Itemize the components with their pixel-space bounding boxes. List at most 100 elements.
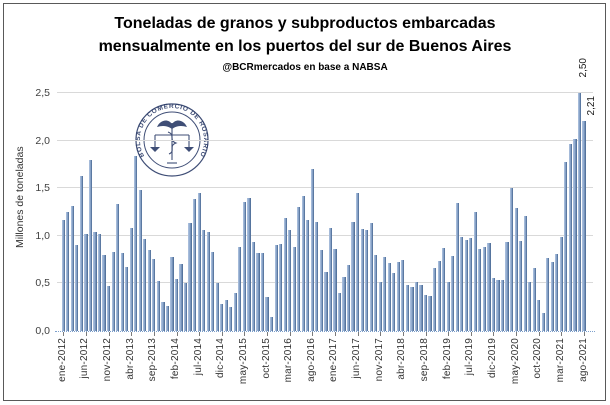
bar-abr-2012 <box>75 245 79 331</box>
bar-oct-2012 <box>102 254 106 331</box>
bar-ago-2020 <box>528 282 532 331</box>
x-tick-label: mar-2021 <box>554 338 566 383</box>
x-tick-label: dic-2014 <box>215 338 227 378</box>
bar-feb-2012 <box>66 212 70 331</box>
bar-jul-2014 <box>197 192 201 331</box>
x-tick-mark <box>538 332 540 336</box>
bar-dic-2016 <box>328 228 333 331</box>
bar-ene-2016 <box>279 244 283 331</box>
bar-jul-2012 <box>88 159 93 331</box>
y-tick-label: 0,0 <box>35 325 50 337</box>
x-tick-mark <box>221 332 223 336</box>
gridline <box>57 139 593 141</box>
x-tick-mark <box>199 332 201 336</box>
bar-abr-2017 <box>346 265 351 331</box>
bar-mar-2017 <box>342 276 346 331</box>
x-tick-mark <box>312 332 314 336</box>
bar-ene-2019 <box>442 248 446 331</box>
bar-jun-2018 <box>410 287 414 331</box>
x-tick-label: nov-2017 <box>373 338 385 382</box>
x-tick-label: may-2020 <box>509 338 521 385</box>
bar-ago-2017 <box>365 230 369 331</box>
x-tick-mark <box>470 332 472 336</box>
bar-nov-2017 <box>378 281 382 331</box>
bar-jun-2019 <box>464 239 468 331</box>
x-tick-label: mar-2016 <box>283 338 295 383</box>
bar-feb-2020 <box>500 279 505 331</box>
caduceus-scales-icon <box>150 120 194 164</box>
bar-abr-2019 <box>455 203 459 331</box>
bar-abr-2020 <box>509 188 514 331</box>
bar-nov-2020 <box>541 312 545 331</box>
x-tick-mark <box>267 332 269 336</box>
x-tick-label: jul-2014 <box>192 338 204 376</box>
bar-ago-2019 <box>473 212 477 331</box>
x-tick-label: may-2015 <box>237 338 249 385</box>
bar-sep-2012 <box>97 233 102 331</box>
bar-value-label-ago-2021: 2,21 <box>586 95 598 116</box>
chart-title-line1: Toneladas de granos y subproductos embar… <box>114 15 496 32</box>
bar-ene-2017 <box>333 249 337 331</box>
bar-mar-2020 <box>505 241 509 331</box>
bar-sep-2019 <box>478 249 482 331</box>
x-tick-mark <box>448 332 450 336</box>
bar-abr-2016 <box>292 247 296 331</box>
x-tick-mark <box>334 332 336 336</box>
bar-jul-2017 <box>360 229 364 331</box>
y-tick-label: 2,0 <box>35 134 50 147</box>
bar-abr-2021 <box>564 161 568 331</box>
x-tick-label: oct-2020 <box>532 338 544 379</box>
bar-nov-2015 <box>269 316 274 331</box>
bar-ene-2020 <box>496 279 500 331</box>
bar-abr-2013 <box>129 228 133 331</box>
x-tick-mark <box>289 332 291 336</box>
bar-feb-2019 <box>446 281 450 331</box>
bar-feb-2021 <box>555 253 559 331</box>
x-tick-label: oct-2015 <box>260 338 272 379</box>
x-tick-mark <box>153 332 155 336</box>
x-tick-mark <box>402 332 404 336</box>
x-tick-label: ene-2017 <box>328 338 340 382</box>
y-axis-title: Millones de toneladas <box>14 146 26 248</box>
bar-ago-2015 <box>256 252 260 331</box>
bar-jun-2013 <box>138 190 142 331</box>
gridline <box>57 234 593 236</box>
bar-dic-2013 <box>165 306 170 331</box>
bar-value-label-jul-2021: 2,50 <box>578 58 590 78</box>
x-tick-mark <box>108 332 110 336</box>
bar-may-2019 <box>460 236 464 331</box>
x-tick-label: sep-2018 <box>419 338 431 382</box>
bar-feb-2016 <box>283 217 287 331</box>
x-tick-mark <box>380 332 382 336</box>
bar-mar-2014 <box>179 264 183 331</box>
bar-oct-2019 <box>482 247 486 331</box>
bar-oct-2020 <box>537 299 541 331</box>
bar-jun-2015 <box>247 197 251 331</box>
bar-jun-2014 <box>193 198 197 331</box>
bar-may-2018 <box>405 285 409 331</box>
bar-ago-2018 <box>419 285 423 331</box>
bar-oct-2014 <box>211 251 215 331</box>
bar-nov-2018 <box>432 268 437 331</box>
bar-may-2020 <box>514 208 518 331</box>
bar-oct-2018 <box>428 295 432 331</box>
x-tick-label: dic-2019 <box>486 338 498 378</box>
bar-dic-2014 <box>220 304 224 331</box>
x-tick-label: jun-2017 <box>351 338 363 379</box>
x-tick-mark <box>425 332 427 336</box>
gridline <box>57 187 593 189</box>
x-tick-mark <box>516 332 518 336</box>
bar-mar-2012 <box>70 206 74 331</box>
bar-mar-2018 <box>396 261 400 331</box>
bar-ene-2021 <box>550 261 554 331</box>
chart-title: Toneladas de granos y subproductos embar… <box>0 12 610 58</box>
bar-ene-2015 <box>224 299 228 331</box>
x-tick-label: ene-2012 <box>56 338 68 382</box>
bar-may-2012 <box>79 175 83 331</box>
bar-ago-2014 <box>202 230 206 331</box>
y-tick-label: 1,5 <box>35 182 50 195</box>
bar-nov-2012 <box>106 286 111 331</box>
bar-may-2013 <box>134 155 138 331</box>
bcr-logo-icon: BOLSA DE COMERCIO DE ROSARIO <box>135 103 209 177</box>
